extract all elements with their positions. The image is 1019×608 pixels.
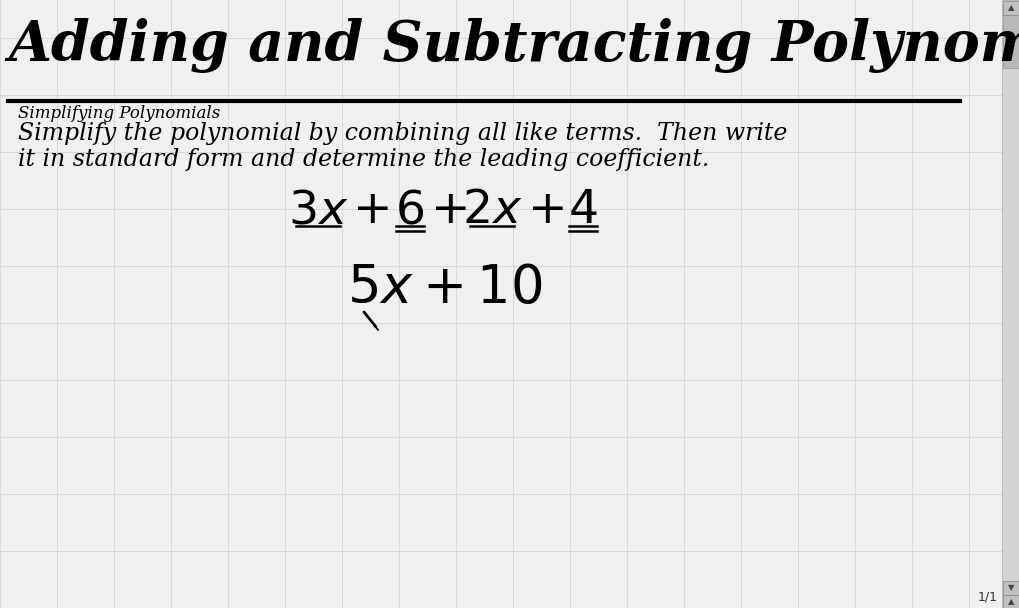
Text: $6$: $6$ [395, 188, 424, 233]
Bar [1002, 1, 1018, 15]
Text: Adding and Subtracting Polynomials: Adding and Subtracting Polynomials [8, 18, 1019, 73]
Bar [1001, 0, 1019, 608]
Text: $+$: $+$ [429, 188, 466, 233]
Text: it in standard form and determine the leading coefficient.: it in standard form and determine the le… [18, 148, 708, 171]
Text: Simplifying Polynomials: Simplifying Polynomials [18, 105, 220, 122]
Bar [1002, 595, 1018, 608]
Text: ▲: ▲ [1007, 4, 1013, 13]
Text: Simplify the polynomial by combining all like terms.  Then write: Simplify the polynomial by combining all… [18, 122, 787, 145]
Text: ▼: ▼ [1007, 584, 1013, 593]
Text: ▲: ▲ [1007, 598, 1013, 607]
Text: $3x$: $3x$ [287, 188, 347, 233]
Bar [1002, 581, 1018, 595]
Text: $+$: $+$ [352, 188, 388, 233]
Text: $2x$: $2x$ [462, 188, 522, 233]
Text: 1/1: 1/1 [977, 590, 997, 603]
Bar [1002, 6, 1018, 68]
Text: $5x+10$: $5x+10$ [346, 263, 542, 314]
Text: $+$: $+$ [526, 188, 562, 233]
Text: $4$: $4$ [568, 188, 597, 233]
